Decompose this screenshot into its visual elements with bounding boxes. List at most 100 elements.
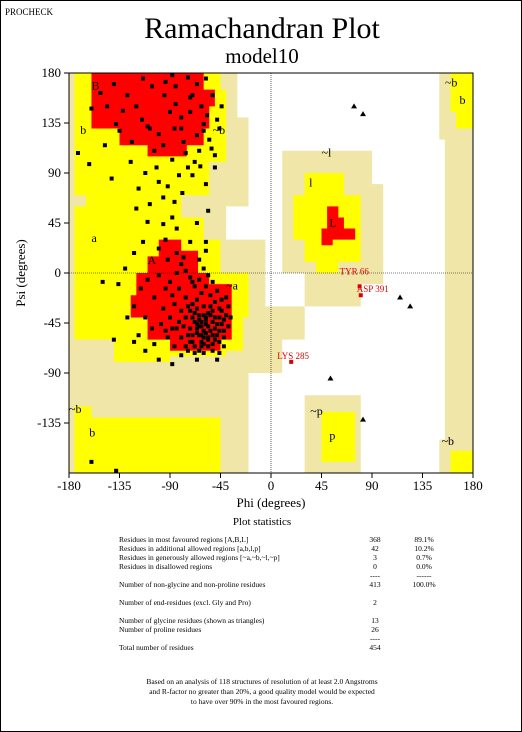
residue-point xyxy=(165,335,170,340)
stats-label: Number of non-glycine and non-proline re… xyxy=(119,580,266,589)
residue-point xyxy=(206,208,211,213)
residue-point xyxy=(147,126,152,131)
outlier-point xyxy=(357,284,362,289)
residue-point xyxy=(190,93,195,98)
residue-point xyxy=(219,297,224,302)
residue-point xyxy=(201,304,206,309)
most-favoured-region xyxy=(91,73,215,157)
residue-point xyxy=(212,299,217,304)
residue-point xyxy=(170,293,175,298)
residue-point xyxy=(125,315,130,320)
residue-point xyxy=(194,297,199,302)
axis-ticks: -180 -135 -90 -45 0 45 90 135 180 180 135 90 45 0 -45 -… xyxy=(37,65,483,493)
residue-point xyxy=(210,319,215,324)
y-tick-label: 0 xyxy=(55,265,62,280)
residue-point xyxy=(136,186,141,191)
residue-point xyxy=(117,128,122,133)
residue-point xyxy=(168,109,172,114)
glycine-triangle xyxy=(397,294,404,300)
region-label: ~b xyxy=(442,434,455,448)
region-label: A xyxy=(148,253,157,267)
residue-point xyxy=(217,351,222,355)
residue-point xyxy=(192,351,197,355)
residue-point xyxy=(163,286,168,291)
residue-point xyxy=(215,357,220,362)
residue-point xyxy=(188,109,193,114)
residue-point xyxy=(199,339,204,344)
residue-point xyxy=(212,153,217,158)
residue-point xyxy=(145,219,150,224)
residue-point xyxy=(217,339,222,344)
residue-point xyxy=(188,239,193,244)
residue-point xyxy=(190,333,195,338)
residue-point xyxy=(199,319,204,324)
residue-point xyxy=(163,79,168,84)
stats-count: 3 xyxy=(373,553,377,562)
residue-point xyxy=(138,286,143,291)
residue-point xyxy=(172,344,177,349)
residue-point xyxy=(165,184,170,189)
residue-point xyxy=(217,315,222,320)
residue-point xyxy=(197,324,202,329)
residue-point xyxy=(188,339,193,344)
residue-point xyxy=(174,251,179,255)
residue-point xyxy=(199,333,204,338)
residue-point xyxy=(132,251,137,255)
residue-point xyxy=(201,122,206,127)
residue-point xyxy=(197,317,202,322)
residue-point xyxy=(188,95,193,100)
residue-point xyxy=(219,322,224,327)
residue-point xyxy=(156,273,161,278)
residue-point xyxy=(143,315,148,320)
residue-point xyxy=(89,106,94,111)
residue-point xyxy=(188,326,193,331)
residue-point xyxy=(143,348,148,353)
x-tick-label: 135 xyxy=(413,478,433,493)
residue-point xyxy=(179,262,184,267)
residue-point xyxy=(203,248,208,253)
stats-label: Residues in additional allowed regions [… xyxy=(119,544,261,553)
residue-point xyxy=(207,137,212,142)
residue-point xyxy=(185,75,190,80)
residue-point xyxy=(181,255,186,260)
y-tick-label: -135 xyxy=(37,415,61,430)
residue-point xyxy=(87,162,92,167)
stats-count: 13 xyxy=(371,616,379,625)
residue-point xyxy=(209,146,214,151)
residue-point xyxy=(141,239,146,244)
residue-point xyxy=(197,333,202,338)
residue-point xyxy=(179,353,184,358)
residue-point xyxy=(192,344,197,349)
region-label: ~b xyxy=(445,75,458,89)
residue-point xyxy=(190,173,195,178)
stats-label: Residues in disallowed regions xyxy=(119,562,213,571)
x-tick-label: -90 xyxy=(161,478,178,493)
residue-point xyxy=(128,159,133,164)
residue-point xyxy=(199,104,204,109)
residue-point xyxy=(219,308,224,313)
region-label: p xyxy=(329,429,335,443)
residue-point xyxy=(210,333,215,338)
residue-point xyxy=(224,295,229,300)
residue-point xyxy=(183,315,188,320)
additional-allowed-region xyxy=(450,450,473,473)
residue-point xyxy=(180,191,185,195)
residue-point xyxy=(201,328,206,333)
residue-point xyxy=(152,342,157,347)
residue-point xyxy=(183,344,188,349)
residue-point xyxy=(162,93,167,98)
residue-point xyxy=(190,339,195,344)
residue-point xyxy=(139,117,144,122)
region-label: b xyxy=(80,123,86,137)
residue-point xyxy=(203,284,208,289)
region-label: ~a xyxy=(226,279,238,293)
residue-point xyxy=(147,202,152,207)
residue-point xyxy=(210,308,215,313)
region-labels: Bb~baA~a~llL~pp~bb~bb~b xyxy=(69,75,466,448)
residue-point xyxy=(134,104,139,109)
residue-point xyxy=(172,302,177,307)
residue-point xyxy=(203,76,208,81)
residue-point xyxy=(190,302,195,307)
residue-point xyxy=(161,195,166,200)
note-line: Based on an analysis of 118 structures o… xyxy=(146,677,378,686)
